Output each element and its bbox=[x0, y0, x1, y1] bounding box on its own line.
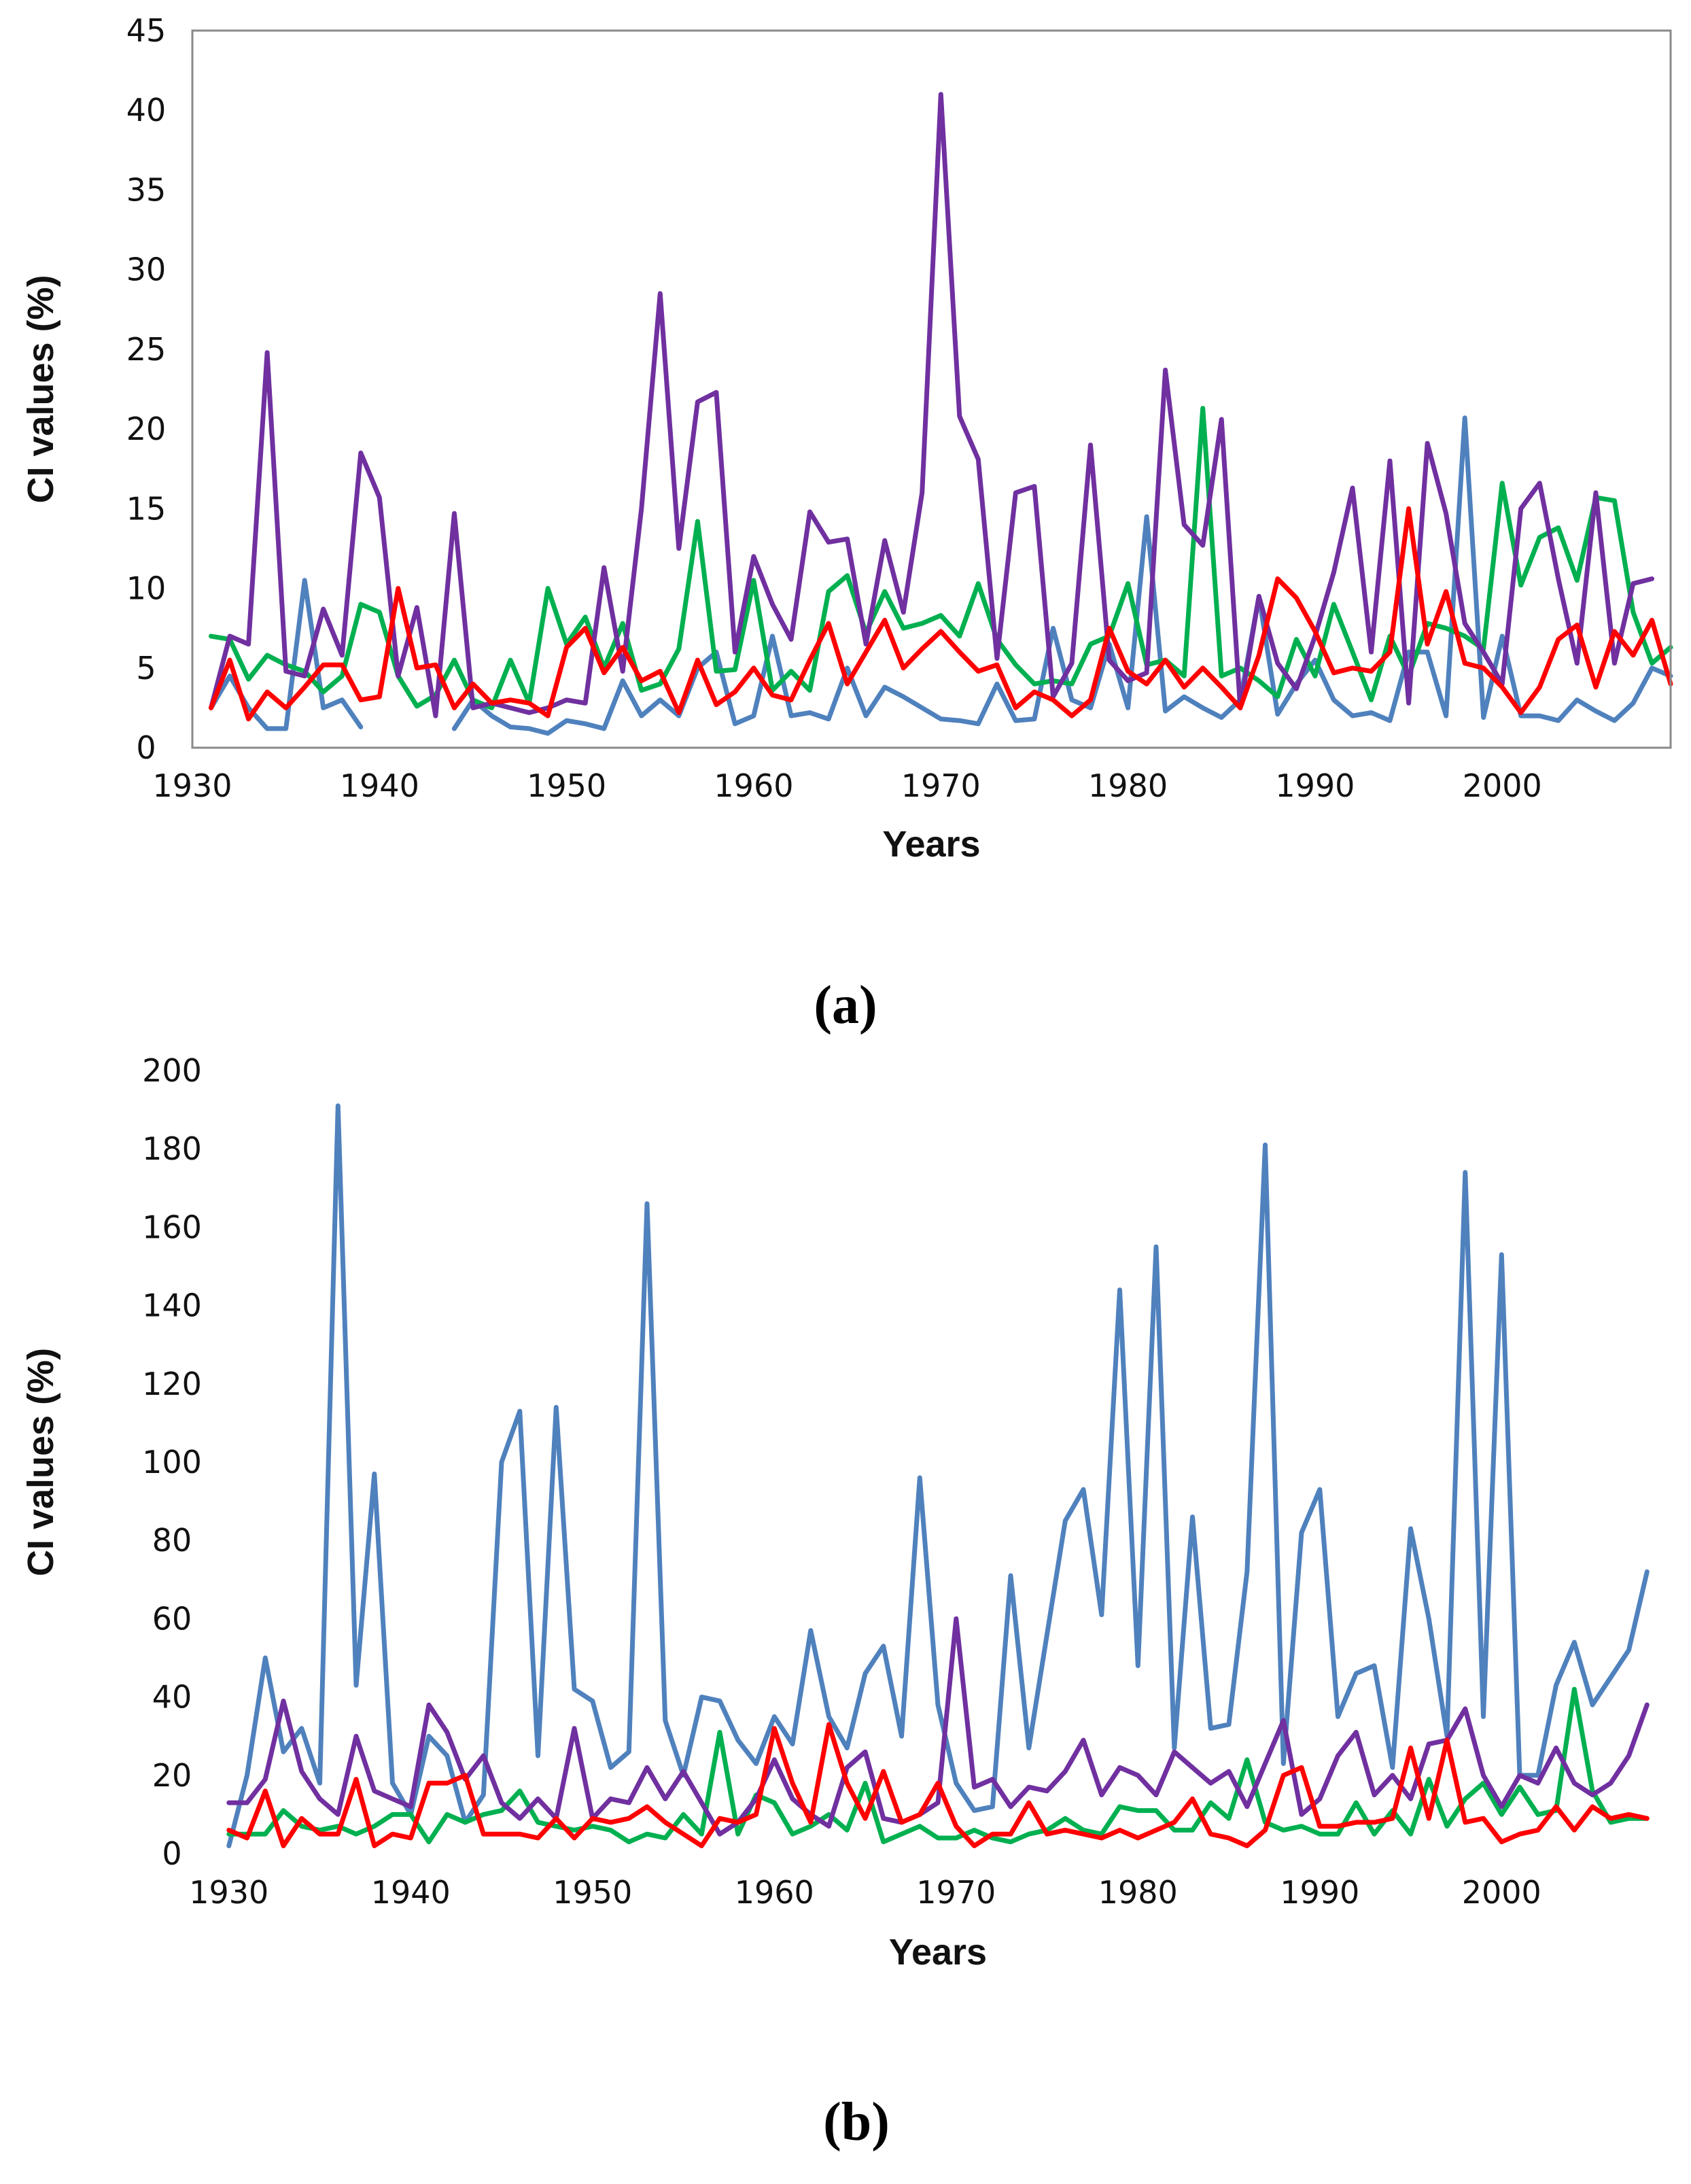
x-tick-label: 1930 bbox=[189, 1874, 268, 1911]
x-tick-label: 1990 bbox=[1280, 1874, 1359, 1911]
x-axis-title-b: Years bbox=[889, 1932, 987, 1973]
x-tick-label: 1960 bbox=[735, 1874, 814, 1911]
y-tick-label: 15 bbox=[126, 490, 167, 527]
y-tick-label: 20 bbox=[152, 1757, 192, 1794]
x-tick-label: 1970 bbox=[901, 767, 981, 804]
panel-caption-b: (b) bbox=[823, 2092, 890, 2152]
series-line-red bbox=[209, 506, 1673, 722]
x-tick-label: 1970 bbox=[916, 1874, 996, 1911]
x-tick-label: 2000 bbox=[1462, 1874, 1541, 1911]
series-line-green bbox=[209, 406, 1673, 710]
x-tick-label: 1940 bbox=[371, 1874, 451, 1911]
y-tick-label: 120 bbox=[142, 1366, 202, 1402]
y-tick-label: 80 bbox=[152, 1522, 192, 1559]
x-tick-label: 1980 bbox=[1088, 767, 1168, 804]
y-tick-label: 200 bbox=[142, 1052, 202, 1089]
y-tick-label: 25 bbox=[126, 331, 167, 368]
series-line-green bbox=[226, 1686, 1650, 1845]
y-tick-label: 35 bbox=[126, 171, 167, 208]
y-tick-label: 40 bbox=[152, 1679, 192, 1716]
series-line-blue bbox=[226, 1103, 1650, 1848]
series-line-purple bbox=[209, 92, 1654, 718]
x-tick-label: 1930 bbox=[152, 767, 232, 804]
y-tick-label: 30 bbox=[126, 252, 167, 288]
series-line-red bbox=[226, 1722, 1650, 1848]
y-tick-label: 10 bbox=[126, 570, 167, 607]
x-tick-label: 1940 bbox=[340, 767, 419, 804]
x-tick-labels-a: 1930 1940 1950 1960 1970 1980 1990 2000 bbox=[152, 767, 1541, 804]
y-tick-label: 5 bbox=[136, 650, 156, 687]
y-tick-label: 60 bbox=[152, 1600, 192, 1637]
chart-panel-b: 0 20 40 60 80 100 120 140 160 180 200 1930 1940 1950… bbox=[20, 1052, 1650, 2152]
y-tick-labels-a: 0 5 10 15 20 25 30 35 40 45 bbox=[126, 12, 167, 766]
y-tick-label: 180 bbox=[142, 1130, 202, 1167]
y-tick-label: 0 bbox=[162, 1835, 181, 1872]
plot-area-frame-a bbox=[191, 29, 1672, 749]
y-tick-label: 20 bbox=[126, 411, 167, 447]
x-tick-label: 1960 bbox=[714, 767, 793, 804]
x-tick-label: 1980 bbox=[1098, 1874, 1178, 1911]
y-tick-label: 140 bbox=[142, 1287, 202, 1324]
y-tick-labels-b: 0 20 40 60 80 100 120 140 160 180 200 bbox=[142, 1052, 202, 1872]
x-tick-label: 2000 bbox=[1463, 767, 1542, 804]
y-tick-label: 45 bbox=[126, 12, 167, 49]
y-tick-label: 100 bbox=[142, 1444, 202, 1480]
y-tick-label: 160 bbox=[142, 1209, 202, 1245]
y-tick-label: 40 bbox=[126, 92, 167, 128]
y-axis-title-b: CI values (%) bbox=[20, 1348, 61, 1576]
x-tick-label: 1990 bbox=[1275, 767, 1355, 804]
x-tick-label: 1950 bbox=[527, 767, 606, 804]
x-axis-title-a: Years bbox=[882, 824, 980, 865]
y-tick-label: 0 bbox=[136, 729, 156, 766]
series-layer-b bbox=[226, 1103, 1650, 1848]
panel-caption-a: (a) bbox=[814, 975, 877, 1035]
y-axis-title-a: CI values (%) bbox=[20, 275, 61, 503]
x-tick-label: 1950 bbox=[553, 1874, 632, 1911]
series-layer-a bbox=[209, 92, 1673, 736]
x-tick-labels-b: 1930 1940 1950 1960 1970 1980 1990 2000 bbox=[189, 1874, 1541, 1911]
